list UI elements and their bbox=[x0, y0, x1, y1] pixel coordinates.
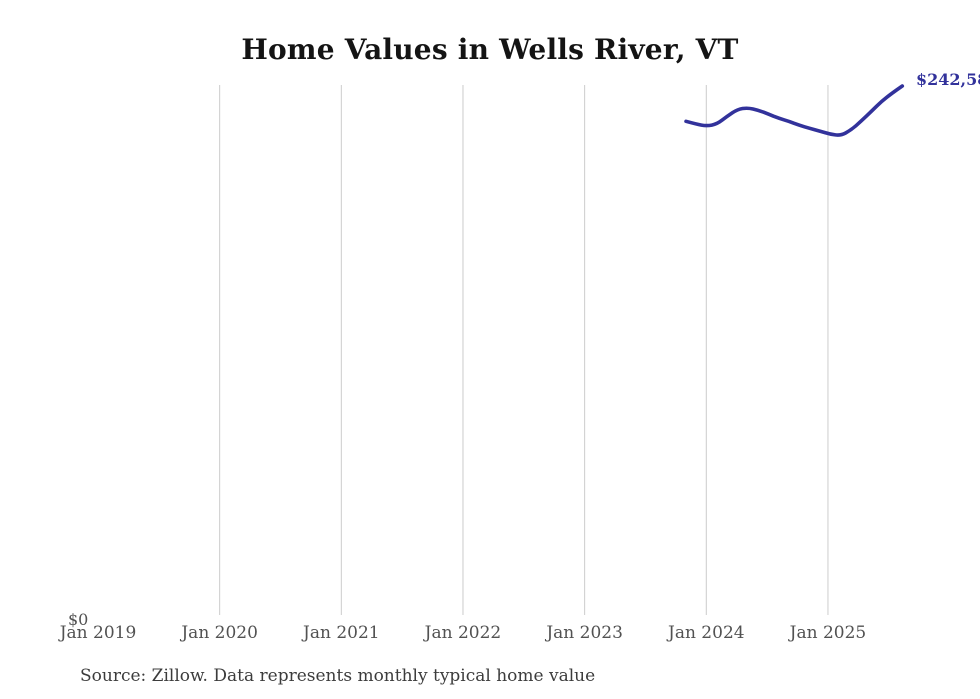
home-value-line bbox=[684, 84, 905, 137]
x-axis-tick-label: Jan 2021 bbox=[303, 623, 380, 643]
x-axis-tick-label: Jan 2020 bbox=[181, 623, 258, 643]
x-axis-tick-label: Jan 2023 bbox=[546, 623, 623, 643]
x-axis-tick-label: Jan 2019 bbox=[59, 623, 137, 643]
x-axis-tick-label: Jan 2022 bbox=[424, 623, 502, 643]
chart-title: Home Values in Wells River, VT bbox=[241, 33, 739, 66]
x-axis-tick-label: Jan 2024 bbox=[668, 623, 745, 643]
latest-value-label: $242,588 bbox=[916, 70, 980, 89]
y-axis-zero-label: $0 bbox=[68, 610, 89, 629]
x-axis-tick-label: Jan 2025 bbox=[789, 623, 867, 643]
source-note: Source: Zillow. Data represents monthly … bbox=[80, 666, 596, 686]
